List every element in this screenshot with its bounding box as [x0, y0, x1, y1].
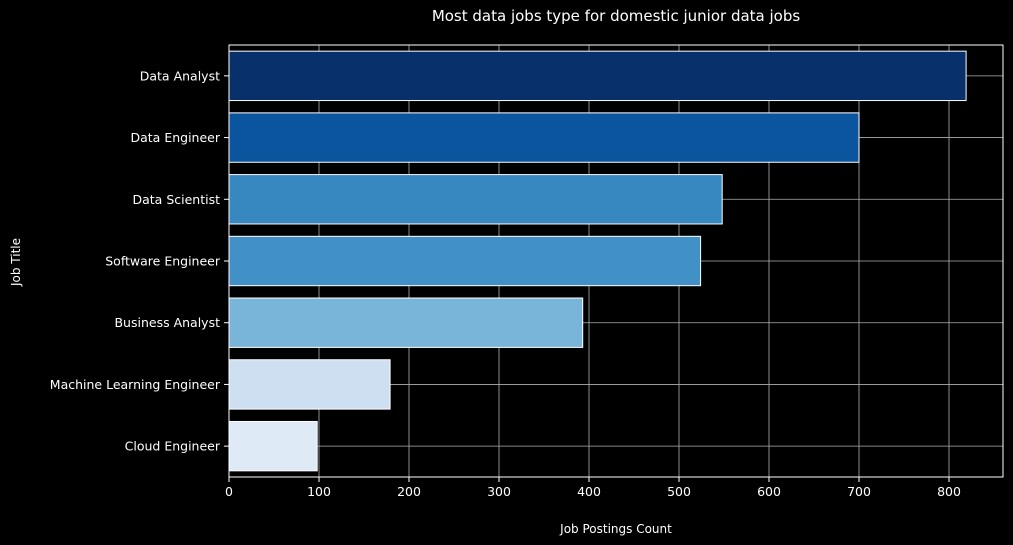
y-tick-label: Data Scientist — [133, 192, 221, 207]
bars — [228, 50, 967, 472]
x-tick-label: 400 — [577, 484, 601, 499]
bar — [228, 174, 723, 225]
x-tick-label: 200 — [397, 484, 421, 499]
x-tick-label: 600 — [757, 484, 781, 499]
bar — [228, 297, 584, 348]
axes: 0 100 200 300 400 500 600 700 800 Data Analyst Dat… — [50, 44, 1004, 499]
y-tick-label: Software Engineer — [105, 254, 221, 269]
y-tick-label: Machine Learning Engineer — [50, 377, 221, 392]
x-tick-label: 800 — [937, 484, 961, 499]
x-tick-label: 300 — [487, 484, 511, 499]
y-tick-label: Cloud Engineer — [125, 439, 221, 454]
y-tick-label: Data Analyst — [140, 68, 220, 83]
bar — [228, 235, 702, 287]
x-tick-label: 500 — [667, 484, 691, 499]
bar — [228, 359, 391, 410]
bar — [228, 112, 860, 163]
bar — [228, 420, 318, 472]
y-tick-label: Business Analyst — [114, 315, 220, 330]
x-tick-label: 700 — [847, 484, 871, 499]
bar — [228, 50, 967, 102]
chart-title: Most data jobs type for domestic junior … — [432, 7, 801, 25]
x-tick-label: 100 — [307, 484, 331, 499]
x-tick-label: 0 — [225, 484, 233, 499]
y-tick-label: Data Engineer — [131, 130, 221, 145]
y-axis-label: Job Title — [9, 238, 23, 287]
x-axis-label: Job Postings Count — [559, 522, 672, 536]
